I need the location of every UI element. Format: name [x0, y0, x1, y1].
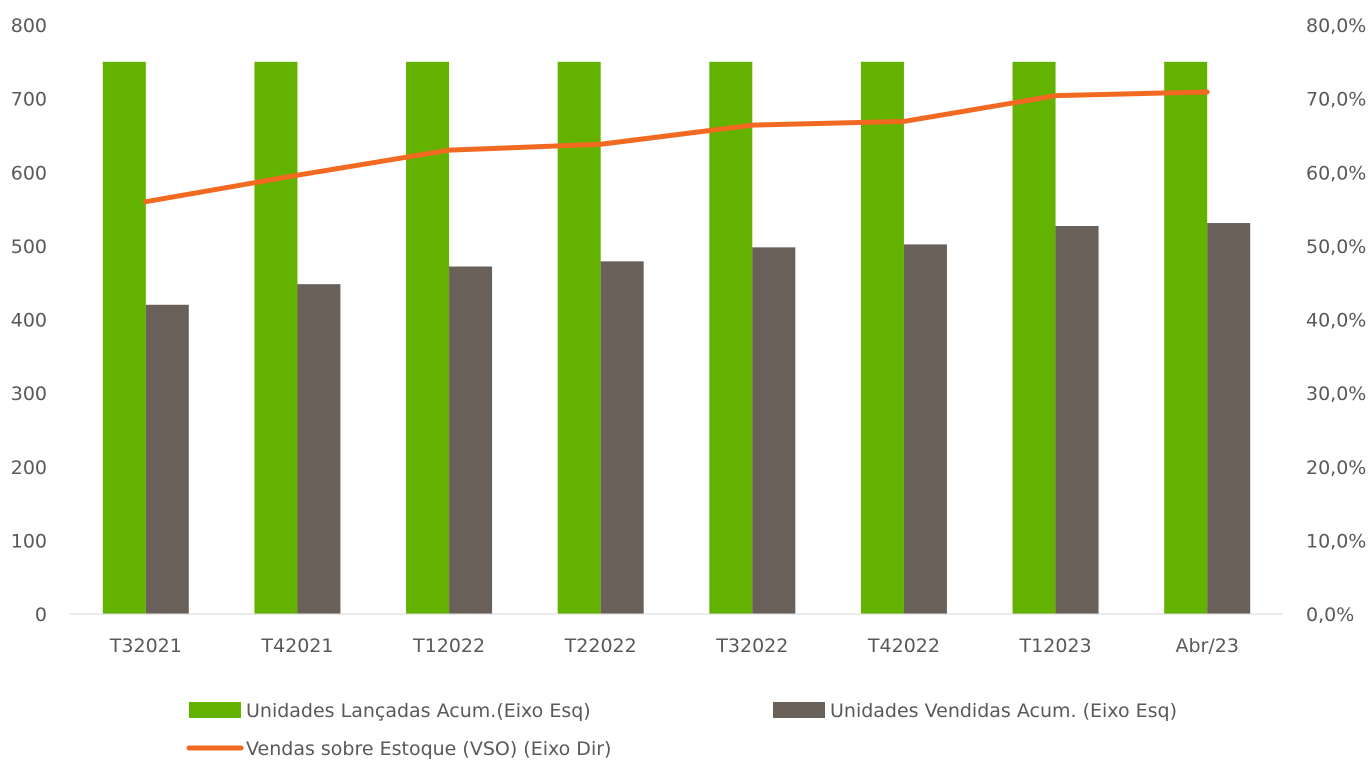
line-vso — [143, 89, 1210, 205]
category-label: T32022 — [715, 635, 788, 657]
line-vso-point — [296, 174, 298, 176]
line-vso-point — [903, 120, 905, 122]
category-label: T22022 — [564, 635, 637, 657]
right-axis-tick-label: 30,0% — [1306, 383, 1366, 405]
left-axis-ticks: 0 100 200 300 400 500 600 700 800 — [11, 15, 47, 626]
right-axis-tick-label: 70,0% — [1306, 89, 1366, 111]
category-label: T32021 — [109, 635, 182, 657]
bar-unidades-lancadas — [406, 61, 450, 614]
left-axis-tick-label: 400 — [11, 310, 47, 332]
left-axis-tick-label: 800 — [11, 15, 47, 37]
right-axis-tick-label: 80,0% — [1306, 15, 1366, 37]
bar-unidades-lancadas — [1012, 61, 1056, 614]
bar-unidades-lancadas — [860, 61, 904, 614]
line-vso-point — [1055, 95, 1057, 97]
line-vso-point — [1206, 91, 1208, 93]
legend-swatch-lancadas — [189, 702, 241, 718]
bar-unidades-vendidas — [903, 244, 947, 614]
bar-unidades-lancadas — [1164, 61, 1208, 614]
legend-label-vendidas: Unidades Vendidas Acum. (Eixo Esq) — [830, 700, 1177, 722]
left-axis-tick-label: 700 — [11, 89, 47, 111]
left-axis-tick-label: 100 — [11, 530, 47, 552]
legend: Unidades Lançadas Acum.(Eixo Esq) Unidade… — [186, 700, 1177, 760]
bar-unidades-lancadas — [102, 61, 146, 614]
bar-unidades-vendidas — [752, 247, 796, 614]
category-label: T42021 — [260, 635, 333, 657]
right-axis-tick-label: 10,0% — [1306, 530, 1366, 552]
legend-label-vso: Vendas sobre Estoque (VSO) (Eixo Dir) — [246, 738, 611, 760]
bar-unidades-vendidas — [449, 266, 493, 614]
right-axis-tick-label: 20,0% — [1306, 457, 1366, 479]
category-label: Abr/23 — [1175, 635, 1238, 657]
line-vso-point — [448, 149, 450, 151]
category-labels: T32021 T42021 T12022 T22022 T32022 T42022 T120… — [109, 635, 1239, 657]
left-axis-tick-label: 200 — [11, 457, 47, 479]
line-series-group — [143, 89, 1210, 205]
bar-unidades-vendidas — [1055, 225, 1099, 614]
left-axis-tick-label: 500 — [11, 236, 47, 258]
bar-unidades-vendidas — [600, 261, 644, 614]
right-axis-ticks: 0,0% 10,0% 20,0% 30,0% 40,0% 50,0% 60,0% 70,0% 8… — [1306, 15, 1366, 626]
line-vso-point — [145, 201, 147, 203]
legend-label-lancadas: Unidades Lançadas Acum.(Eixo Esq) — [246, 700, 591, 722]
bar-unidades-vendidas — [1207, 223, 1251, 614]
left-axis-tick-label: 300 — [11, 383, 47, 405]
category-label: T12022 — [412, 635, 485, 657]
right-axis-tick-label: 50,0% — [1306, 236, 1366, 258]
legend-swatch-vendidas — [773, 702, 825, 718]
right-axis-tick-label: 40,0% — [1306, 310, 1366, 332]
bar-unidades-lancadas — [254, 61, 298, 614]
right-axis-tick-label: 0,0% — [1306, 604, 1354, 626]
bar-unidades-vendidas — [145, 304, 189, 614]
bar-unidades-vendidas — [297, 284, 341, 614]
category-label: T42022 — [867, 635, 940, 657]
right-axis-tick-label: 60,0% — [1306, 162, 1366, 184]
line-vso-point — [600, 143, 602, 145]
category-label: T12023 — [1019, 635, 1092, 657]
left-axis-tick-label: 0 — [35, 604, 47, 626]
left-axis-tick-label: 600 — [11, 162, 47, 184]
bars-group — [102, 61, 1251, 614]
bar-unidades-lancadas — [557, 61, 601, 614]
line-vso-point — [751, 124, 753, 126]
bar-unidades-lancadas — [709, 61, 753, 614]
